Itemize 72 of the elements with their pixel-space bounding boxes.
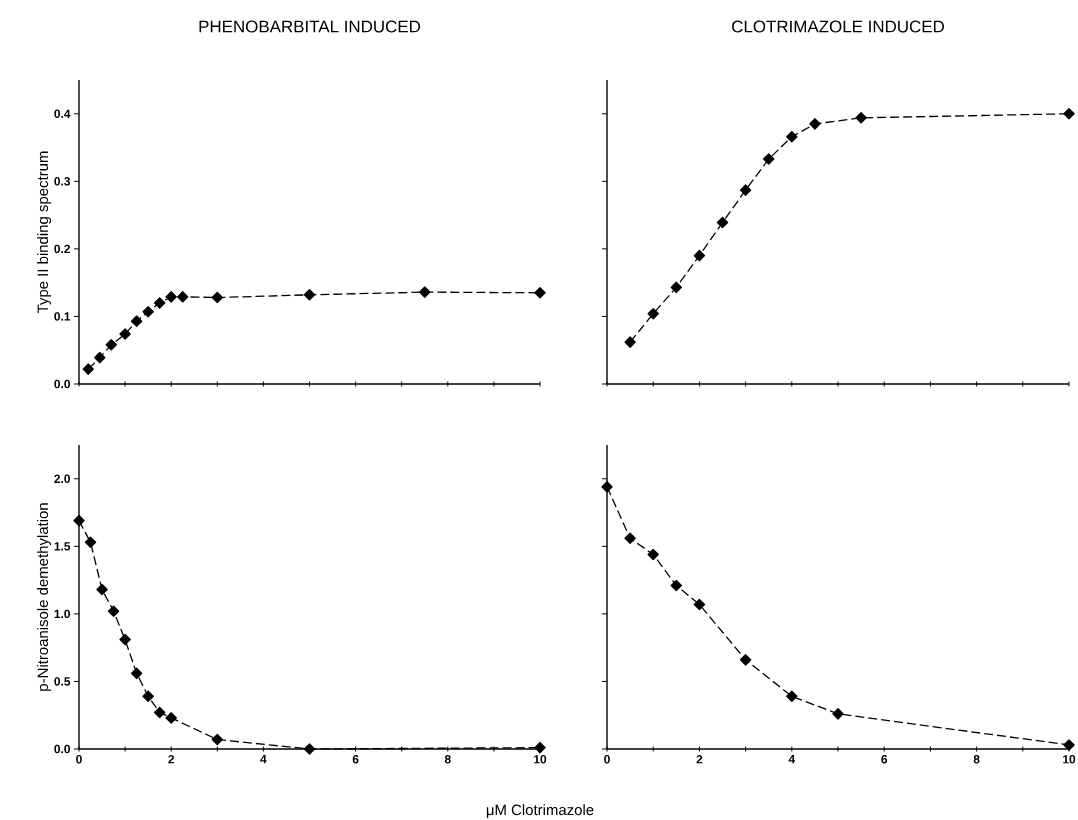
- point: [693, 598, 706, 611]
- y-tick-label: 0.0: [54, 379, 70, 389]
- point: [832, 708, 844, 720]
- point: [1063, 739, 1075, 751]
- point: [624, 336, 636, 348]
- point: [303, 289, 316, 301]
- point: [647, 548, 659, 561]
- point: [534, 287, 546, 299]
- x-tick-label: 6: [881, 755, 888, 764]
- x-tick-label: 2: [696, 755, 703, 764]
- point: [739, 654, 752, 666]
- point: [176, 291, 189, 303]
- point: [647, 307, 659, 320]
- x-tick-label: 6: [352, 755, 359, 764]
- chart-title: PHENOBARBITAL INDUCED: [199, 20, 421, 33]
- point: [107, 605, 120, 617]
- y-tick-label: 0.1: [54, 312, 71, 321]
- point: [73, 514, 85, 527]
- y-axis-title: p-Nitroanisole demethylation: [37, 503, 52, 691]
- point: [670, 579, 683, 592]
- y-tick-label: 1.5: [54, 542, 71, 551]
- point: [716, 216, 729, 229]
- x-tick-label: 2: [168, 755, 175, 764]
- point: [303, 743, 316, 755]
- y-tick-label: 0.2: [54, 244, 70, 254]
- point: [94, 351, 106, 364]
- x-tick-label: 10: [1063, 755, 1076, 764]
- y-tick-label: 0.3: [54, 177, 71, 186]
- y-tick-label: 0.0: [54, 744, 70, 754]
- point: [82, 363, 94, 375]
- point: [534, 741, 546, 754]
- point: [142, 305, 154, 318]
- point: [165, 291, 177, 303]
- x-tick-label: 8: [444, 755, 451, 764]
- point: [1063, 108, 1075, 120]
- x-tick-label: 0: [604, 755, 610, 764]
- point: [105, 339, 118, 351]
- point: [84, 536, 97, 549]
- point: [624, 532, 636, 544]
- chart-title: CLOTRIMAZOLE INDUCED: [732, 20, 944, 33]
- point: [130, 667, 143, 680]
- x-tick-label: 4: [260, 755, 267, 764]
- x-axis-title: μM Clotrimazole: [486, 804, 594, 818]
- point: [601, 481, 613, 493]
- y-tick-label: 0.4: [54, 109, 71, 118]
- x-tick-label: 10: [534, 755, 547, 764]
- point: [153, 706, 166, 719]
- point: [153, 297, 166, 309]
- point: [693, 249, 706, 262]
- point: [786, 131, 798, 143]
- x-tick-label: 4: [788, 755, 796, 764]
- y-axis-title: Type II binding spectrum: [37, 151, 52, 314]
- x-tick-label: 0: [76, 755, 82, 764]
- point: [786, 690, 798, 703]
- point: [855, 112, 867, 124]
- y-tick-label: 0.5: [54, 677, 71, 686]
- point: [809, 118, 821, 130]
- point: [142, 690, 154, 703]
- x-tick-label: 8: [973, 755, 980, 764]
- point: [96, 583, 108, 596]
- y-tick-label: 1.0: [54, 609, 70, 619]
- point: [119, 328, 131, 340]
- point: [130, 315, 143, 327]
- point: [419, 286, 431, 298]
- point: [739, 184, 752, 196]
- y-tick-label: 2.0: [54, 474, 70, 483]
- point: [119, 633, 131, 646]
- point: [670, 281, 683, 294]
- point: [762, 153, 775, 165]
- point: [165, 712, 177, 724]
- point: [211, 291, 224, 304]
- point: [211, 733, 224, 746]
